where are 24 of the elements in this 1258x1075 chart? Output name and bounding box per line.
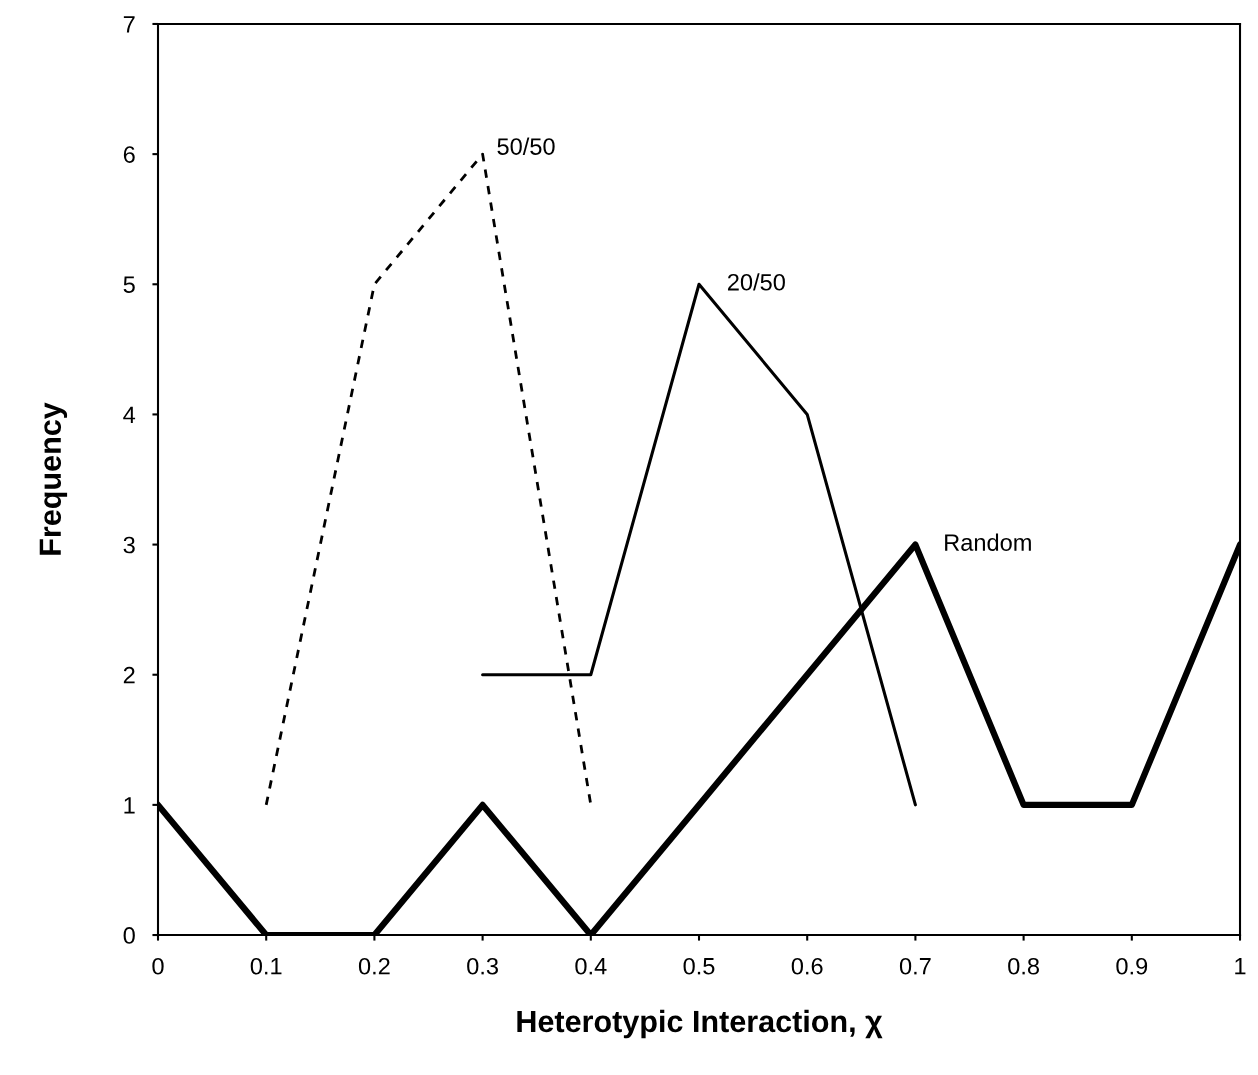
y-tick-label: 0 bbox=[123, 927, 135, 944]
x-tick-label: 0.1 bbox=[250, 957, 282, 975]
x-tick-label: 0.7 bbox=[899, 957, 931, 975]
x-tick-label: 0.5 bbox=[683, 957, 715, 975]
y-axis-title: Frequency bbox=[39, 402, 68, 555]
series-label: Random bbox=[945, 533, 1031, 551]
x-tick-label: 1 bbox=[1235, 958, 1246, 975]
y-tick-label: 3 bbox=[123, 536, 135, 554]
x-tick-label: 0.6 bbox=[791, 957, 823, 975]
y-tick-label: 5 bbox=[123, 276, 135, 294]
x-tick-label: 0.9 bbox=[1116, 957, 1148, 975]
x-axis-title: Heterotypic Interaction, χ bbox=[517, 1009, 883, 1039]
y-tick-label: 6 bbox=[123, 146, 135, 163]
y-tick-label: 4 bbox=[123, 406, 136, 423]
x-tick-label: 0.4 bbox=[575, 957, 607, 975]
y-tick-label: 2 bbox=[123, 666, 135, 684]
y-tick-label: 7 bbox=[123, 16, 135, 33]
x-tick-label: 0.8 bbox=[1008, 957, 1039, 975]
x-tick-label: 0.3 bbox=[467, 957, 498, 975]
x-tick-label: 0 bbox=[152, 957, 164, 975]
series-label: 20/50 bbox=[727, 273, 785, 291]
series-label: 50/50 bbox=[497, 137, 555, 155]
x-tick-label: 0.2 bbox=[358, 957, 390, 975]
y-tick-label: 1 bbox=[124, 797, 135, 814]
